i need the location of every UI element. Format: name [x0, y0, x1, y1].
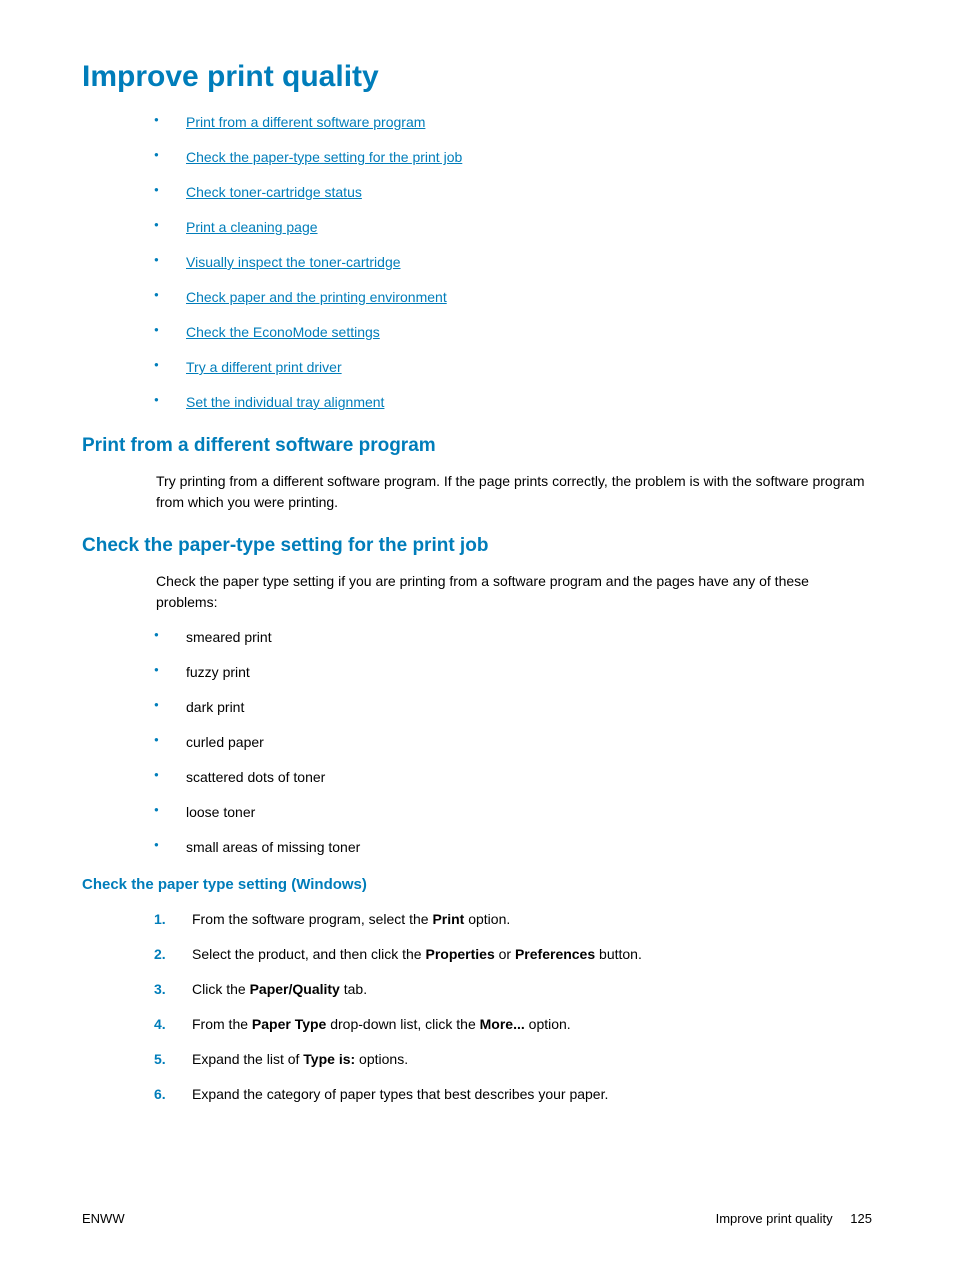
page-title: Improve print quality: [82, 60, 872, 94]
step-bold: Preferences: [515, 946, 595, 962]
footer-label: Improve print quality: [716, 1211, 833, 1226]
step-bold: Properties: [425, 946, 494, 962]
toc-item: Visually inspect the toner-cartridge: [186, 252, 872, 273]
step-number: 5.: [154, 1049, 166, 1070]
step-text: tab.: [340, 981, 367, 997]
step-item: 5. Expand the list of Type is: options.: [192, 1049, 872, 1070]
step-text: button.: [595, 946, 642, 962]
step-text: Click the: [192, 981, 250, 997]
problem-item: fuzzy print: [186, 662, 872, 683]
step-text: option.: [464, 911, 510, 927]
step-bold: Type is:: [303, 1051, 355, 1067]
problem-item: small areas of missing toner: [186, 837, 872, 858]
step-text: Expand the category of paper types that …: [192, 1086, 608, 1102]
step-text: drop-down list, click the: [326, 1016, 479, 1032]
toc-item: Check the paper-type setting for the pri…: [186, 147, 872, 168]
footer-right: Improve print quality 125: [716, 1211, 872, 1226]
toc-link[interactable]: Visually inspect the toner-cartridge: [186, 254, 401, 270]
step-item: 1. From the software program, select the…: [192, 909, 872, 930]
section2-heading: Check the paper-type setting for the pri…: [82, 535, 872, 557]
toc-item: Check the EconoMode settings: [186, 322, 872, 343]
step-number: 1.: [154, 909, 166, 930]
problem-item: dark print: [186, 697, 872, 718]
step-text: option.: [525, 1016, 571, 1032]
problem-item: smeared print: [186, 627, 872, 648]
toc-link[interactable]: Check the paper-type setting for the pri…: [186, 149, 462, 165]
section1-heading: Print from a different software program: [82, 435, 872, 457]
step-number: 6.: [154, 1084, 166, 1105]
step-bold: More...: [480, 1016, 525, 1032]
problems-list: smeared print fuzzy print dark print cur…: [82, 627, 872, 858]
step-item: 2. Select the product, and then click th…: [192, 944, 872, 965]
step-text: options.: [355, 1051, 408, 1067]
section3-heading: Check the paper type setting (Windows): [82, 876, 872, 893]
toc-link[interactable]: Print from a different software program: [186, 114, 425, 130]
step-text: Expand the list of: [192, 1051, 303, 1067]
toc-link-list: Print from a different software program …: [82, 112, 872, 413]
toc-item: Check paper and the printing environment: [186, 287, 872, 308]
step-number: 4.: [154, 1014, 166, 1035]
step-text: or: [495, 946, 515, 962]
step-number: 3.: [154, 979, 166, 1000]
page-footer: ENWW Improve print quality 125: [82, 1211, 872, 1226]
toc-item: Check toner-cartridge status: [186, 182, 872, 203]
step-item: 4. From the Paper Type drop-down list, c…: [192, 1014, 872, 1035]
toc-link[interactable]: Check paper and the printing environment: [186, 289, 447, 305]
footer-left: ENWW: [82, 1211, 125, 1226]
toc-item: Set the individual tray alignment: [186, 392, 872, 413]
step-bold: Paper/Quality: [250, 981, 340, 997]
toc-link[interactable]: Print a cleaning page: [186, 219, 318, 235]
step-bold: Paper Type: [252, 1016, 326, 1032]
section1-paragraph: Try printing from a different software p…: [82, 471, 872, 513]
toc-link[interactable]: Try a different print driver: [186, 359, 342, 375]
toc-item: Try a different print driver: [186, 357, 872, 378]
toc-item: Print from a different software program: [186, 112, 872, 133]
section2-paragraph: Check the paper type setting if you are …: [82, 571, 872, 613]
step-text: From the: [192, 1016, 252, 1032]
step-number: 2.: [154, 944, 166, 965]
toc-link[interactable]: Check toner-cartridge status: [186, 184, 362, 200]
problem-item: curled paper: [186, 732, 872, 753]
step-text: Select the product, and then click the: [192, 946, 425, 962]
toc-item: Print a cleaning page: [186, 217, 872, 238]
toc-link[interactable]: Set the individual tray alignment: [186, 394, 384, 410]
problem-item: loose toner: [186, 802, 872, 823]
steps-list: 1. From the software program, select the…: [82, 909, 872, 1105]
step-text: From the software program, select the: [192, 911, 432, 927]
footer-page-number: 125: [850, 1211, 872, 1226]
toc-link[interactable]: Check the EconoMode settings: [186, 324, 380, 340]
step-item: 3. Click the Paper/Quality tab.: [192, 979, 872, 1000]
step-bold: Print: [432, 911, 464, 927]
step-item: 6. Expand the category of paper types th…: [192, 1084, 872, 1105]
problem-item: scattered dots of toner: [186, 767, 872, 788]
